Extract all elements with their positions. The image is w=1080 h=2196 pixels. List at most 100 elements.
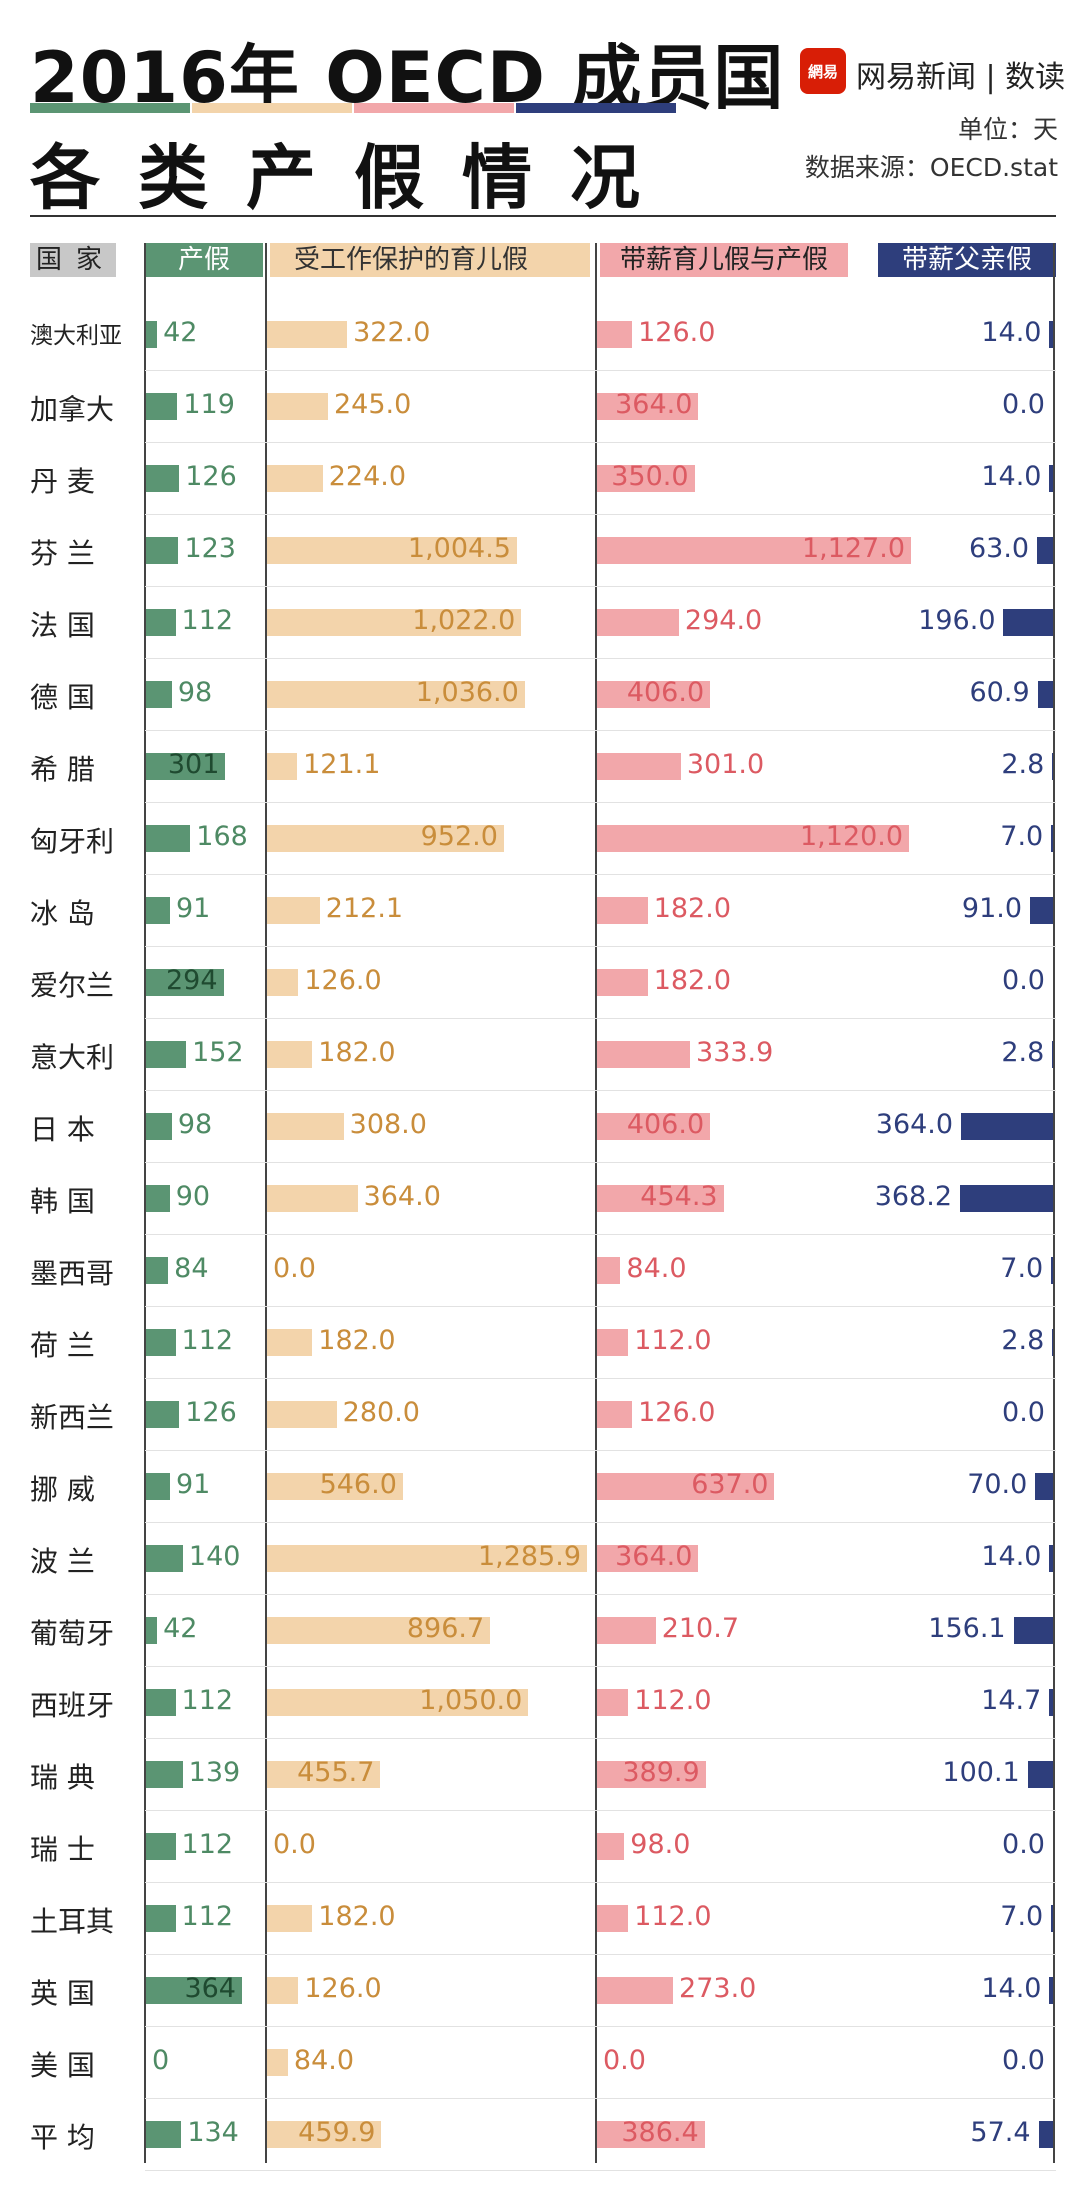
country-label: 日 本: [30, 1113, 95, 1146]
country-label: 希 腊: [30, 753, 95, 786]
maternity-value: 112: [181, 1325, 234, 1356]
protected-value: 1,285.9: [477, 1541, 581, 1572]
paternity-bar: [1051, 1256, 1053, 1284]
paid-value: 126.0: [638, 317, 716, 348]
row-separator: [145, 1810, 1056, 1811]
paid-bar: [597, 2120, 705, 2148]
protected-value: 245.0: [333, 389, 412, 420]
paternity-value: 156.1: [928, 1613, 1006, 1644]
paid-bar: [597, 824, 910, 852]
paid-value: 182.0: [653, 893, 731, 924]
row-separator: [145, 1594, 1056, 1595]
maternity-value: 139: [188, 1757, 241, 1788]
paternity-bar: [961, 1112, 1053, 1140]
protected-value: 0.0: [273, 1829, 316, 1860]
protected-bar: [267, 608, 522, 636]
protected-bar: [267, 1544, 587, 1572]
protected-value: 364.0: [363, 1181, 441, 1212]
row-separator: [145, 1234, 1056, 1235]
maternity-value: 91: [176, 893, 211, 924]
paternity-value: 7.0: [1000, 1253, 1044, 1284]
country-label: 芬 兰: [30, 537, 95, 570]
maternity-bar: [146, 608, 176, 636]
paternity-value: 14.0: [981, 1541, 1042, 1572]
row-separator: [145, 1018, 1056, 1019]
country-label: 爱尔兰: [30, 969, 115, 1002]
paid-bar: [597, 464, 695, 492]
paid-value: 126.0: [638, 1397, 716, 1428]
country-label: 法 国: [30, 609, 95, 642]
paid-value: 0.0: [603, 2045, 646, 2076]
maternity-bar: [146, 536, 179, 564]
paid-bar: [597, 608, 679, 636]
protected-value: 121.1: [303, 749, 381, 780]
paid-value: 84.0: [626, 1253, 687, 1284]
paternity-value: 0.0: [1002, 1397, 1045, 1428]
protected-bar: [267, 1760, 381, 1788]
maternity-value: 112: [181, 1829, 234, 1860]
paid-value: 294.0: [684, 605, 763, 636]
title-color-bar-pink: [354, 103, 514, 113]
protected-bar: [267, 752, 298, 780]
header-divider: [30, 215, 1056, 217]
row-separator: [145, 1378, 1056, 1379]
row-separator: [145, 586, 1056, 587]
country-label: 瑞 典: [30, 1761, 95, 1794]
protected-bar: [267, 536, 517, 564]
country-label: 葡萄牙: [30, 1617, 115, 1650]
maternity-bar: [146, 752, 226, 780]
header-country: 国家: [30, 243, 116, 277]
maternity-value: 112: [181, 1685, 234, 1716]
paternity-value: 70.0: [967, 1469, 1028, 1500]
row-separator: [145, 1882, 1056, 1883]
maternity-bar: [146, 1328, 176, 1356]
row-separator: [145, 1450, 1056, 1451]
paternity-value: 0.0: [1002, 2045, 1045, 2076]
paid-bar: [597, 968, 648, 996]
paternity-bar: [1038, 2120, 1053, 2148]
paid-bar: [597, 1616, 656, 1644]
maternity-bar: [146, 1976, 242, 2004]
country-label: 墨西哥: [30, 1257, 115, 1290]
paternity-value: 0.0: [1002, 389, 1045, 420]
row-separator: [145, 730, 1056, 731]
row-separator: [145, 1522, 1056, 1523]
paternity-value: 2.8: [1001, 1037, 1045, 1068]
row-separator: [145, 1738, 1056, 1739]
paternity-bar: [1013, 1616, 1053, 1644]
maternity-value: 0: [152, 2045, 170, 2076]
country-label: 英 国: [30, 1977, 95, 2010]
country-label: 新西兰: [30, 1401, 115, 1434]
paternity-value: 0.0: [1002, 965, 1045, 996]
maternity-value: 126: [185, 461, 237, 492]
paid-bar: [597, 392, 699, 420]
paid-value: 98.0: [630, 1829, 691, 1860]
maternity-bar: [146, 2120, 182, 2148]
country-label: 美 国: [30, 2049, 95, 2082]
paid-value: 350.0: [611, 461, 689, 492]
maternity-value: 123: [184, 533, 236, 564]
protected-bar: [267, 392, 328, 420]
paid-bar: [597, 680, 711, 708]
paid-value: 1,120.0: [800, 821, 904, 852]
unit-label: 单位：天: [957, 115, 1058, 144]
paid-bar: [597, 1112, 711, 1140]
paternity-value: 14.7: [981, 1685, 1042, 1716]
paternity-bar: [1052, 1040, 1053, 1068]
country-label: 意大利: [30, 1041, 115, 1074]
maternity-bar: [146, 392, 178, 420]
paternity-bar: [1051, 1904, 1053, 1932]
paid-bar: [597, 752, 681, 780]
maternity-bar: [146, 1040, 187, 1068]
paid-bar: [597, 896, 648, 924]
maternity-value: 119: [183, 389, 235, 420]
maternity-value: 126: [185, 1397, 237, 1428]
paternity-bar: [1003, 608, 1053, 636]
protected-bar: [267, 680, 525, 708]
paternity-bar: [1049, 1544, 1053, 1572]
row-separator: [145, 946, 1056, 947]
maternity-bar: [146, 1904, 176, 1932]
paid-value: 364.0: [615, 389, 693, 420]
protected-bar: [267, 1472, 403, 1500]
paternity-bar: [1049, 320, 1053, 348]
